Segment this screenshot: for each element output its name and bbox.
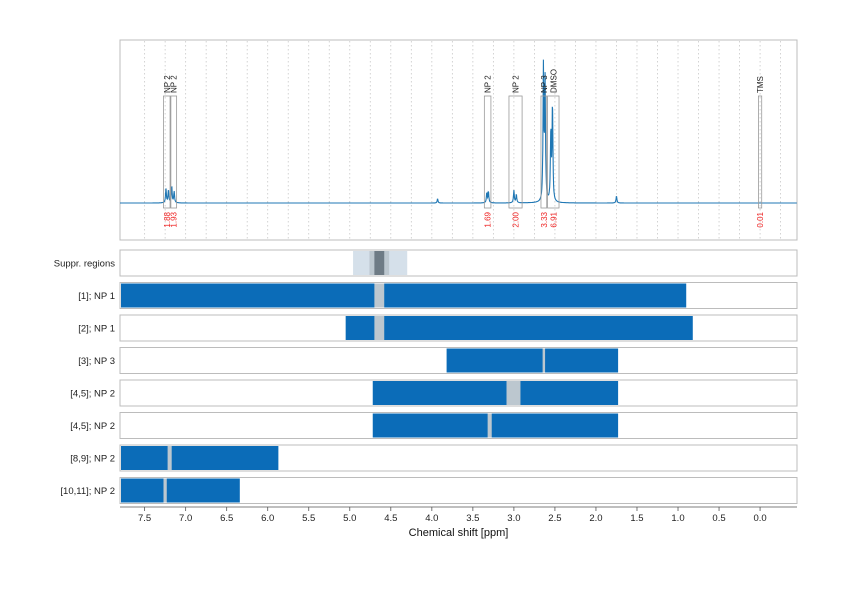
- tracks: Suppr. regions [1]; NP 1 [2]; NP 1 [3]; NP …: [54, 249, 798, 504]
- integration-bar: [121, 478, 240, 503]
- peak-region: NP 2 1.88: [163, 75, 172, 228]
- track-label: [4,5]; NP 2: [70, 421, 115, 432]
- track-label: [8,9]; NP 2: [70, 454, 115, 465]
- peak-region-integral: 2.00: [512, 211, 521, 227]
- peak-region: TMS 0.01: [756, 76, 765, 227]
- track-label: Suppr. regions: [54, 259, 116, 270]
- peak-region: NP 2 1.69: [484, 75, 493, 228]
- track-row: [8,9]; NP 2: [70, 444, 798, 472]
- peak-region: NP 3 3.33: [540, 75, 549, 228]
- spectrum-line: [120, 59, 797, 204]
- peak-region-label: NP 3: [540, 75, 549, 93]
- peak-region-integral: 1.88: [163, 211, 172, 227]
- track-label: [1]; NP 1: [78, 291, 115, 302]
- x-tick-label: 3.0: [507, 513, 520, 524]
- peak-region-integral: 6.91: [549, 211, 558, 227]
- peak-region-label: NP 2: [484, 75, 493, 93]
- peak-region-box: [758, 95, 763, 209]
- x-tick-label: 5.5: [302, 513, 315, 524]
- peak-regions: NP 2 1.88 NP 2 1.93 NP 2 1.69 NP 2 2.00 NP 3 3.33…: [163, 69, 765, 228]
- spectrum-panel-frame: [119, 39, 798, 241]
- x-axis: 7.5 7.0 6.5 6.0 5.5 5.0 4.5 4.0 3.5 3.0 2.5 2.0 1.5 1…: [120, 506, 797, 539]
- peak-region-box: [170, 95, 178, 209]
- peak-region-integral: 1.69: [484, 211, 493, 227]
- track-row: [10,11]; NP 2: [60, 477, 798, 504]
- x-tick-label: 1.0: [671, 513, 684, 524]
- track-frame: [119, 249, 798, 277]
- track-label: [3]; NP 3: [78, 356, 115, 367]
- peak-region: DMSO 6.91: [547, 69, 560, 228]
- bar-gap: [163, 478, 167, 503]
- x-axis-title: Chemical shift [ppm]: [409, 527, 509, 539]
- peak-region: NP 2 2.00: [508, 75, 523, 228]
- track-row: Suppr. regions: [54, 249, 798, 277]
- integration-bar: [446, 348, 619, 373]
- integration-bar: [372, 381, 619, 405]
- peak-region-box: [547, 95, 560, 209]
- x-tick-label: 7.5: [138, 513, 151, 524]
- track-row: [2]; NP 1: [78, 314, 798, 342]
- track-label: [4,5]; NP 2: [70, 389, 115, 400]
- x-tick-label: 6.5: [220, 513, 233, 524]
- track-label: [2]; NP 1: [78, 324, 115, 335]
- peak-region-label: TMS: [756, 76, 765, 93]
- bar-gap: [374, 316, 385, 340]
- x-tick-label: 1.5: [630, 513, 643, 524]
- x-tick-label: 6.0: [261, 513, 274, 524]
- spectrum-grid: [144, 41, 781, 239]
- x-tick-label: 3.5: [466, 513, 479, 524]
- bar-gap: [374, 283, 385, 308]
- x-tick-label: 5.0: [343, 513, 356, 524]
- bar-gap: [542, 348, 546, 373]
- peak-region-box: [508, 95, 523, 209]
- bar-gap: [167, 446, 172, 470]
- track-row: [4,5]; NP 2: [70, 412, 798, 439]
- peak-region-integral: 1.93: [170, 211, 179, 227]
- peak-region-box: [540, 95, 548, 209]
- peak-region-label: NP 2: [170, 75, 179, 93]
- peak-region-box: [163, 95, 171, 209]
- integration-bar: [121, 283, 687, 308]
- integration-bar: [121, 446, 279, 470]
- peak-region-box: [483, 95, 492, 209]
- bar-gap: [487, 413, 492, 438]
- integration-bar: [372, 413, 619, 438]
- x-tick-label: 2.0: [589, 513, 602, 524]
- peak-region-integral: 0.01: [756, 211, 765, 227]
- bar-gap: [506, 381, 521, 405]
- peak-region-label: DMSO: [549, 69, 558, 93]
- peak-region-integral: 3.33: [540, 211, 549, 227]
- track-row: [1]; NP 1: [78, 282, 798, 309]
- track-row: [4,5]; NP 2: [70, 379, 798, 407]
- track-row: [3]; NP 3: [78, 347, 798, 374]
- x-tick-label: 4.5: [384, 513, 397, 524]
- peak-region-label: NP 2: [512, 75, 521, 93]
- x-tick-label: 0.0: [753, 513, 766, 524]
- x-tick-label: 7.0: [179, 513, 192, 524]
- track-label: [10,11]; NP 2: [60, 486, 115, 497]
- suppression-band: [374, 251, 385, 275]
- integration-bar: [345, 316, 693, 340]
- peak-region-label: NP 2: [163, 75, 172, 93]
- x-tick-label: 0.5: [712, 513, 725, 524]
- x-tick-label: 2.5: [548, 513, 561, 524]
- x-tick-label: 4.0: [425, 513, 438, 524]
- peak-region: NP 2 1.93: [170, 75, 179, 228]
